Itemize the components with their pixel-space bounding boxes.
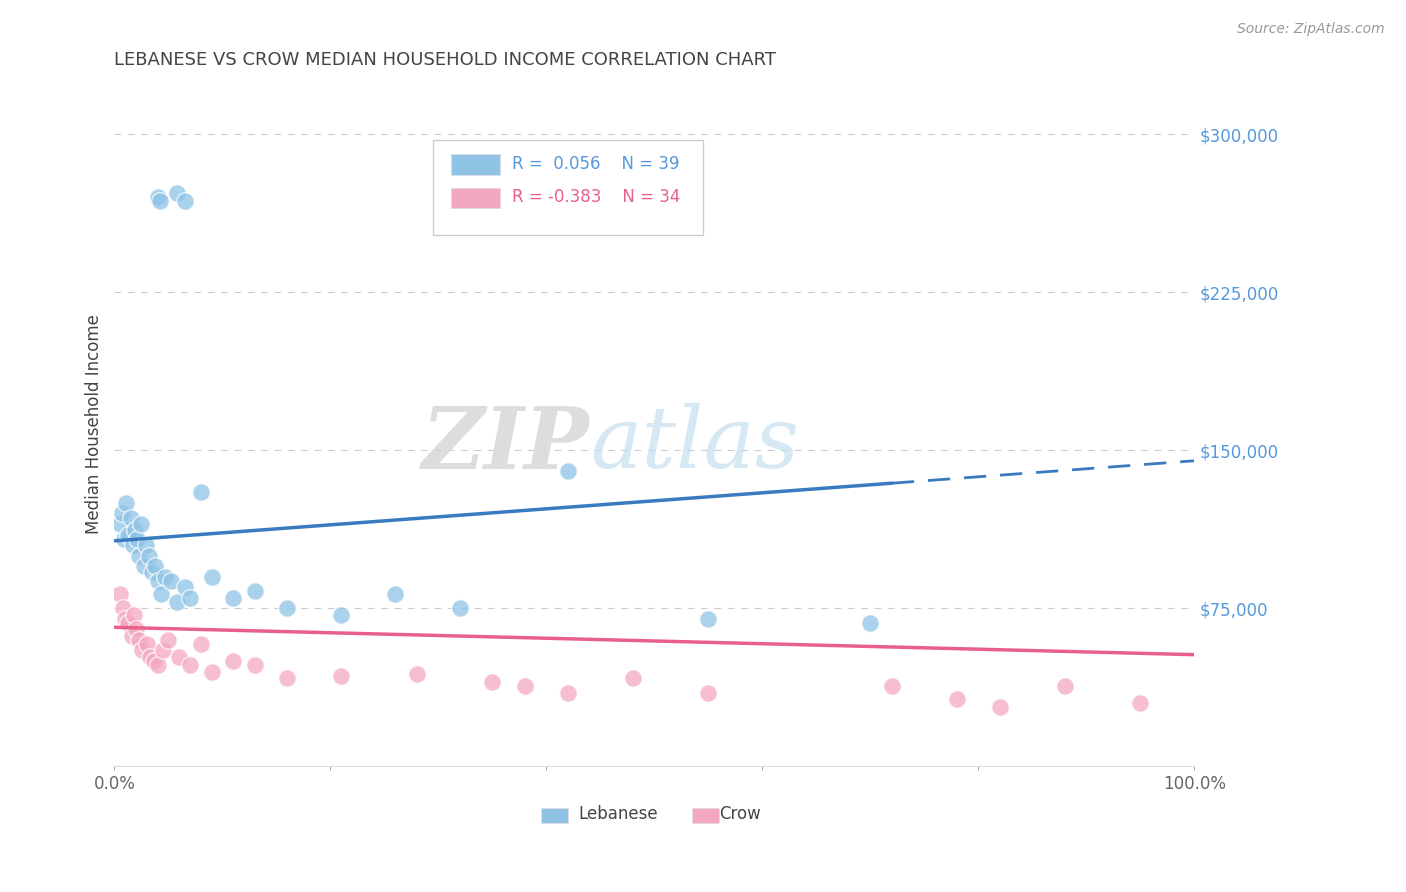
Bar	[451, 154, 501, 175]
Point	[112, 532, 135, 546]
Text: Crow: Crow	[720, 805, 761, 823]
Point	[111, 507, 134, 521]
Point	[146, 574, 169, 588]
Point	[128, 632, 150, 647]
Bar	[451, 187, 501, 208]
Point	[243, 658, 266, 673]
Point	[859, 616, 882, 631]
Point	[132, 559, 155, 574]
Point	[112, 601, 135, 615]
Text: R = -0.383    N = 34: R = -0.383 N = 34	[512, 188, 681, 206]
Point	[880, 679, 903, 693]
Point	[557, 685, 579, 699]
Point	[988, 700, 1011, 714]
Point	[946, 692, 969, 706]
Point	[146, 658, 169, 673]
Point	[117, 527, 139, 541]
Point	[159, 574, 181, 588]
Point	[157, 632, 180, 647]
Point	[135, 637, 157, 651]
Text: atlas: atlas	[589, 403, 799, 486]
Point	[179, 658, 201, 673]
Point	[222, 654, 245, 668]
Y-axis label: Median Household Income: Median Household Income	[86, 314, 103, 533]
Point	[108, 586, 131, 600]
Point	[330, 669, 353, 683]
Text: Lebanese: Lebanese	[579, 805, 658, 823]
Point	[481, 675, 503, 690]
Bar	[541, 807, 568, 822]
Point	[190, 485, 212, 500]
Bar	[692, 807, 720, 822]
Point	[276, 601, 298, 615]
Point	[131, 643, 153, 657]
Point	[138, 549, 160, 563]
Point	[114, 612, 136, 626]
Text: ZIP: ZIP	[422, 402, 589, 486]
Point	[173, 580, 195, 594]
Point	[127, 532, 149, 546]
Point	[108, 516, 131, 531]
Text: R =  0.056    N = 39: R = 0.056 N = 39	[512, 154, 679, 172]
Text: Source: ZipAtlas.com: Source: ZipAtlas.com	[1237, 22, 1385, 37]
Point	[243, 584, 266, 599]
Point	[153, 570, 176, 584]
Point	[190, 637, 212, 651]
Point	[621, 671, 644, 685]
Point	[201, 665, 224, 679]
Point	[173, 194, 195, 209]
Point	[152, 643, 174, 657]
Point	[405, 666, 427, 681]
Point	[201, 570, 224, 584]
Point	[139, 649, 162, 664]
Point	[131, 516, 153, 531]
Point	[449, 601, 471, 615]
Point	[222, 591, 245, 605]
Point	[121, 538, 143, 552]
Point	[121, 629, 143, 643]
Point	[384, 586, 406, 600]
Point	[149, 194, 172, 209]
Point	[557, 464, 579, 478]
Point	[125, 623, 148, 637]
Point	[167, 649, 190, 664]
Point	[179, 591, 201, 605]
Point	[276, 671, 298, 685]
Text: LEBANESE VS CROW MEDIAN HOUSEHOLD INCOME CORRELATION CHART: LEBANESE VS CROW MEDIAN HOUSEHOLD INCOME…	[114, 51, 776, 69]
Point	[146, 190, 169, 204]
FancyBboxPatch shape	[433, 139, 703, 235]
Point	[166, 186, 188, 200]
Point	[330, 607, 353, 622]
Point	[120, 510, 142, 524]
Point	[128, 549, 150, 563]
Point	[697, 685, 720, 699]
Point	[697, 612, 720, 626]
Point	[117, 616, 139, 631]
Point	[166, 595, 188, 609]
Point	[141, 566, 163, 580]
Point	[135, 538, 157, 552]
Point	[143, 654, 166, 668]
Point	[124, 524, 146, 538]
Point	[115, 496, 138, 510]
Point	[513, 679, 536, 693]
Point	[122, 607, 145, 622]
Point	[1129, 696, 1152, 710]
Point	[145, 559, 167, 574]
Point	[149, 586, 172, 600]
Point	[1053, 679, 1076, 693]
